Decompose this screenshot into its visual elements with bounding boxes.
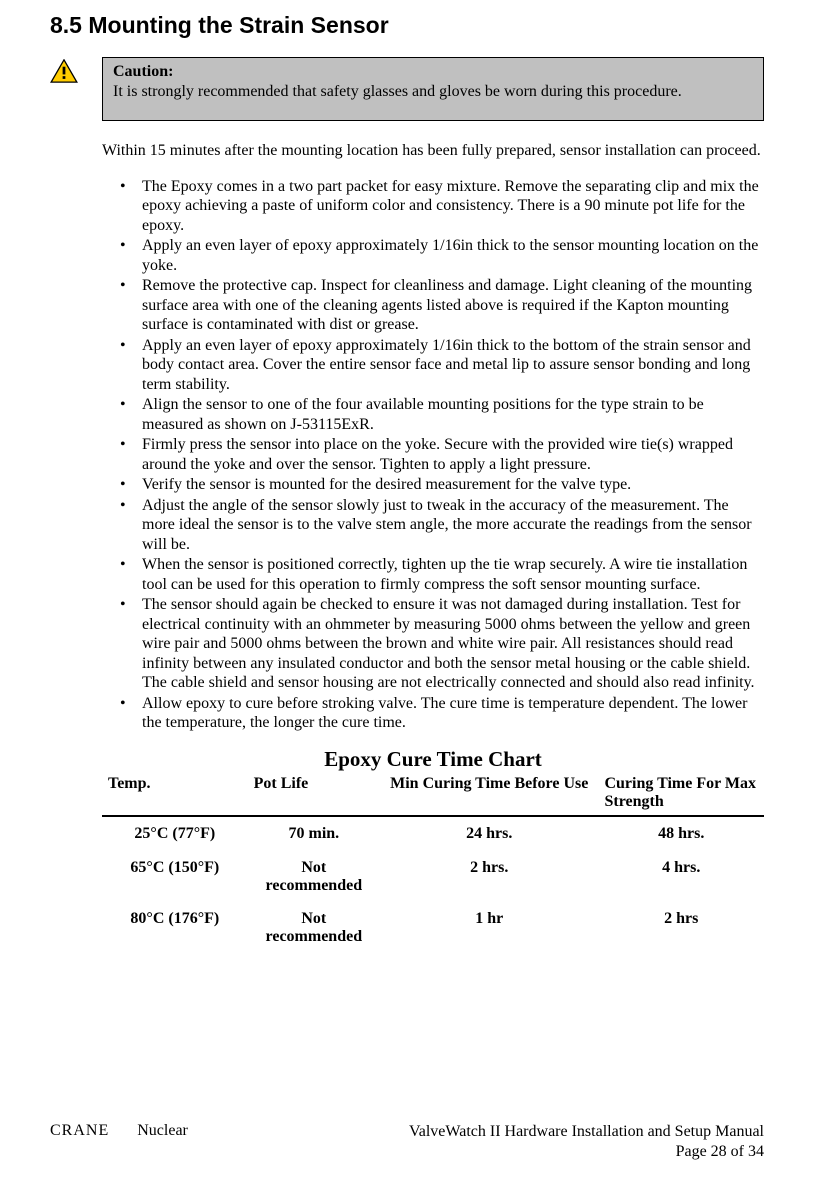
list-item: Adjust the angle of the sensor slowly ju…: [142, 496, 764, 555]
document-page: 8.5 Mounting the Strain Sensor Caution: …: [0, 0, 814, 1186]
cell-pot: 70 min.: [248, 816, 380, 851]
caution-label: Caution:: [113, 63, 173, 80]
cell-temp: 25°C (77°F): [102, 816, 248, 851]
list-item: Remove the protective cap. Inspect for c…: [142, 276, 764, 335]
procedure-list: The Epoxy comes in a two part packet for…: [102, 177, 764, 733]
warning-icon: [50, 59, 78, 88]
cell-pot: Not recommended: [248, 902, 380, 953]
section-number: 8.5: [50, 12, 82, 38]
col-maxcure: Curing Time For Max Strength: [598, 775, 764, 817]
list-item: When the sensor is positioned correctly,…: [142, 555, 764, 594]
cell-min: 24 hrs.: [380, 816, 598, 851]
list-item: Firmly press the sensor into place on th…: [142, 435, 764, 474]
footer-page-number: Page 28 of 34: [409, 1142, 764, 1162]
footer-doc-title: ValveWatch II Hardware Installation and …: [409, 1122, 764, 1142]
caution-row: Caution: It is strongly recommended that…: [50, 57, 764, 121]
col-mincure: Min Curing Time Before Use: [380, 775, 598, 817]
col-potlife: Pot Life: [248, 775, 380, 817]
list-item: Apply an even layer of epoxy approximate…: [142, 336, 764, 395]
list-item: Verify the sensor is mounted for the des…: [142, 475, 764, 495]
cell-temp: 65°C (150°F): [102, 851, 248, 902]
cell-min: 1 hr: [380, 902, 598, 953]
col-temp: Temp.: [102, 775, 248, 817]
cell-temp: 80°C (176°F): [102, 902, 248, 953]
table-row: 80°C (176°F) Not recommended 1 hr 2 hrs: [102, 902, 764, 953]
list-item: The Epoxy comes in a two part packet for…: [142, 177, 764, 236]
footer-right: ValveWatch II Hardware Installation and …: [409, 1122, 764, 1162]
content-block: Within 15 minutes after the mounting loc…: [102, 141, 764, 953]
section-heading: 8.5 Mounting the Strain Sensor: [50, 12, 764, 39]
footer-subbrand: Nuclear: [137, 1122, 188, 1139]
table-header-row: Temp. Pot Life Min Curing Time Before Us…: [102, 775, 764, 817]
table-row: 65°C (150°F) Not recommended 2 hrs. 4 hr…: [102, 851, 764, 902]
footer-left: CRANE Nuclear: [50, 1122, 188, 1140]
list-item: Align the sensor to one of the four avai…: [142, 395, 764, 434]
cell-max: 2 hrs: [598, 902, 764, 953]
table-row: 25°C (77°F) 70 min. 24 hrs. 48 hrs.: [102, 816, 764, 851]
cell-min: 2 hrs.: [380, 851, 598, 902]
page-footer: CRANE Nuclear ValveWatch II Hardware Ins…: [50, 1122, 764, 1162]
list-item: Allow epoxy to cure before stroking valv…: [142, 694, 764, 733]
list-item: Apply an even layer of epoxy approximate…: [142, 236, 764, 275]
cell-pot: Not recommended: [248, 851, 380, 902]
chart-title: Epoxy Cure Time Chart: [102, 747, 764, 773]
caution-box: Caution: It is strongly recommended that…: [102, 57, 764, 121]
intro-paragraph: Within 15 minutes after the mounting loc…: [102, 141, 764, 161]
cure-time-table: Temp. Pot Life Min Curing Time Before Us…: [102, 775, 764, 954]
cell-max: 48 hrs.: [598, 816, 764, 851]
cell-max: 4 hrs.: [598, 851, 764, 902]
caution-text: It is strongly recommended that safety g…: [113, 83, 682, 100]
footer-brand: CRANE: [50, 1122, 109, 1139]
list-item: The sensor should again be checked to en…: [142, 595, 764, 693]
section-title: Mounting the Strain Sensor: [88, 12, 388, 38]
